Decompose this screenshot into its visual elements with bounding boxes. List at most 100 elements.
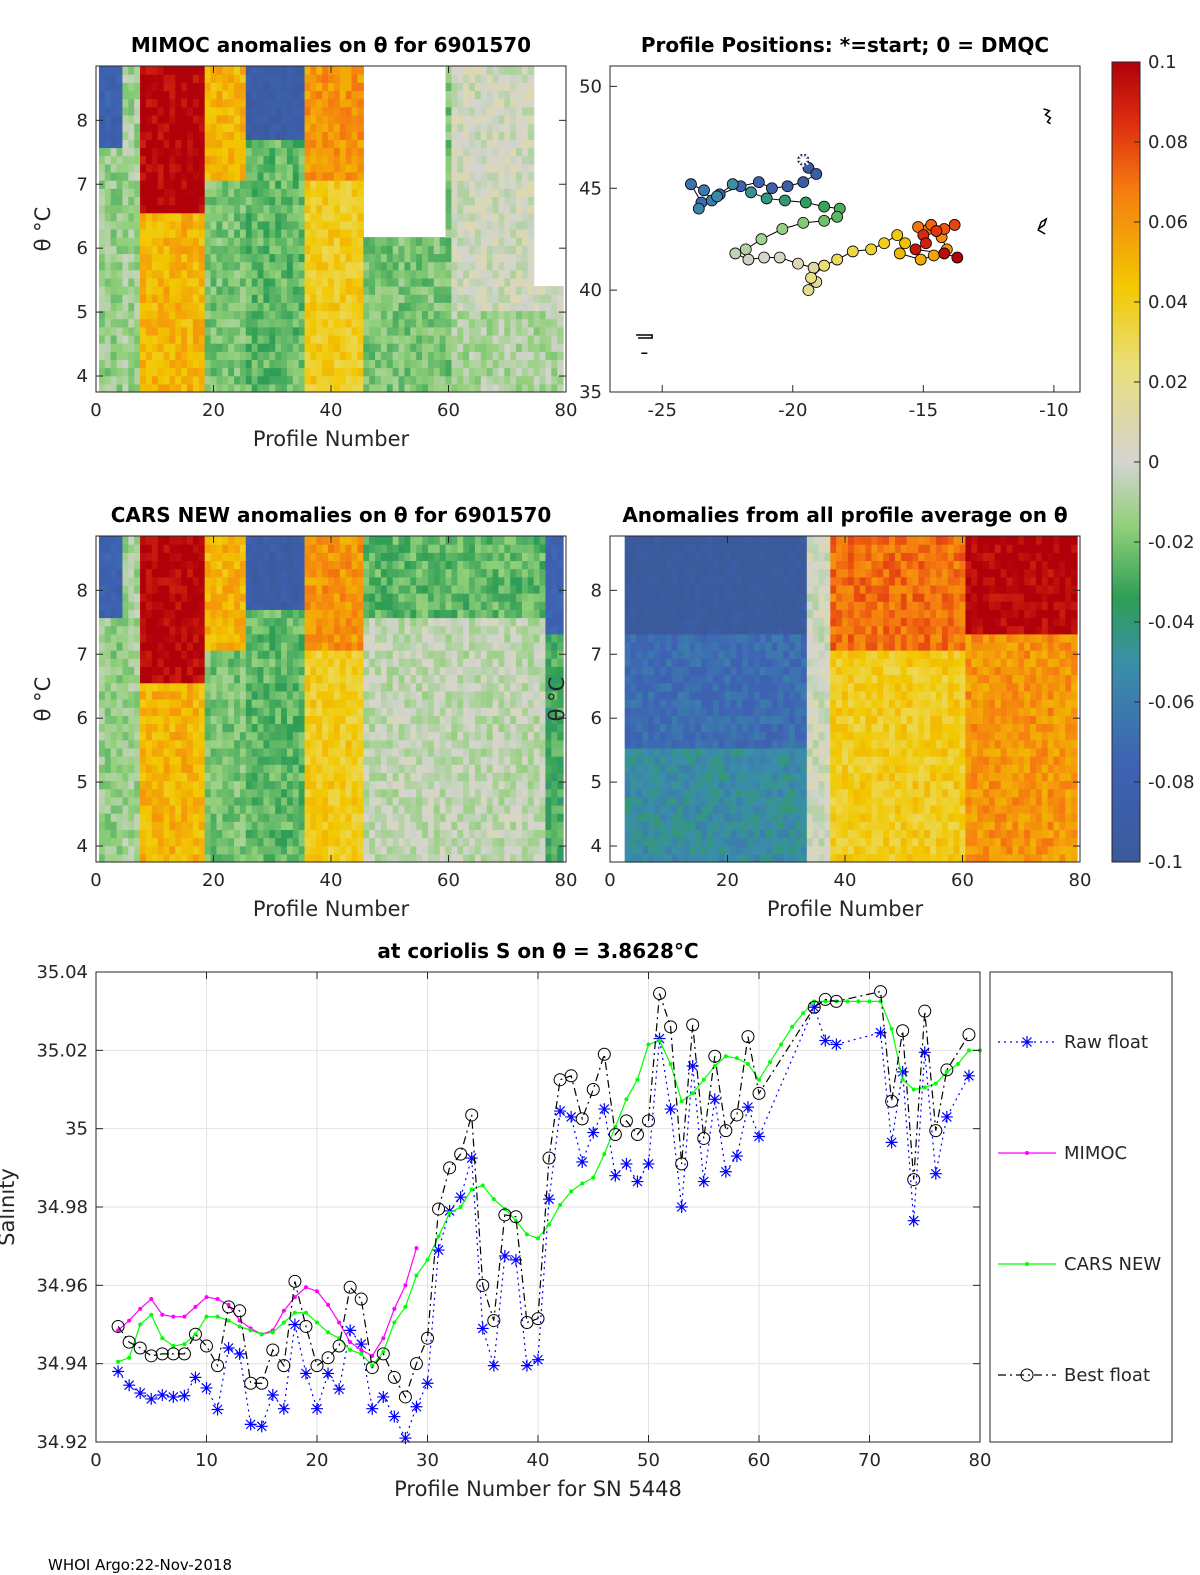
heat-cell xyxy=(375,375,382,385)
heat-cell xyxy=(263,106,270,116)
heat-cell xyxy=(310,682,317,692)
heat-cell xyxy=(187,286,194,295)
heat-cell xyxy=(122,804,129,814)
heat-cell xyxy=(474,375,482,385)
heat-cell xyxy=(157,837,165,847)
heat-cell xyxy=(386,739,394,749)
heat-cell xyxy=(439,383,447,393)
heat-cell xyxy=(192,74,200,83)
heat-cell xyxy=(298,286,306,295)
heat-cell xyxy=(145,674,153,684)
heat-cell xyxy=(222,593,229,602)
heat-cell xyxy=(375,625,382,635)
heat-cell xyxy=(492,98,500,108)
heat-cell xyxy=(369,739,376,749)
heat-cell xyxy=(345,560,353,570)
heat-cell xyxy=(504,245,511,255)
heat-cell xyxy=(281,845,288,855)
heat-cell xyxy=(357,131,364,140)
heat-cell xyxy=(187,576,194,586)
heat-cell xyxy=(416,253,423,263)
heat-cell xyxy=(410,343,417,352)
heat-cell xyxy=(357,584,364,594)
heat-cell xyxy=(257,584,265,594)
heat-cell xyxy=(328,633,335,643)
heat-cell xyxy=(328,229,335,238)
heat-cell xyxy=(263,204,270,214)
heat-cell xyxy=(110,375,118,385)
heat-cell xyxy=(128,584,135,594)
heat-cell xyxy=(516,155,523,165)
heat-cell xyxy=(216,351,223,360)
heat-cell xyxy=(122,163,129,173)
heat-cell xyxy=(128,576,135,586)
heat-cell xyxy=(245,772,253,782)
heat-cell xyxy=(486,188,494,197)
heat-cell xyxy=(521,188,529,197)
heat-cell xyxy=(169,310,176,320)
heat-cell xyxy=(380,650,388,659)
heat-cell xyxy=(328,163,335,173)
heat-cell xyxy=(398,277,406,287)
heat-cell xyxy=(251,617,259,627)
heat-cell xyxy=(198,326,206,336)
heat-cell xyxy=(539,351,547,360)
heat-cell xyxy=(433,245,441,255)
heat-cell xyxy=(110,318,118,328)
heat-cell xyxy=(257,853,265,863)
heat-cell xyxy=(351,764,359,773)
heat-cell xyxy=(216,155,223,165)
heat-cell xyxy=(486,171,494,181)
heat-cell xyxy=(281,326,288,336)
heat-cell xyxy=(234,302,241,312)
heat-cell xyxy=(257,147,265,157)
heat-cell xyxy=(375,853,382,863)
heat-cell xyxy=(445,302,453,312)
heat-cell xyxy=(228,674,235,684)
heat-cell xyxy=(257,237,265,246)
heat-cell xyxy=(351,552,359,562)
heat-cell xyxy=(257,204,265,214)
heat-cell xyxy=(175,536,182,545)
heat-cell xyxy=(375,568,382,578)
heat-cell xyxy=(451,253,458,263)
coastline xyxy=(636,334,653,355)
heat-cell xyxy=(192,261,200,271)
profile-position xyxy=(831,210,844,223)
heat-cell xyxy=(216,772,223,782)
heat-cell xyxy=(104,155,112,165)
heat-cell xyxy=(104,650,112,659)
heat-cell xyxy=(521,343,529,352)
heat-cell xyxy=(286,269,294,279)
heat-cell xyxy=(228,813,235,822)
heat-cell xyxy=(351,699,359,708)
heat-cell xyxy=(333,253,341,263)
heat-cell xyxy=(151,318,159,328)
heat-cell xyxy=(98,351,106,360)
heat-cell xyxy=(304,286,312,295)
heat-cell xyxy=(281,796,288,806)
heat-cell xyxy=(492,294,500,303)
heat-cell xyxy=(216,853,223,863)
heat-cell xyxy=(222,334,229,344)
x-tick-label: 40 xyxy=(320,400,343,421)
heat-cell xyxy=(486,180,494,189)
heat-cell xyxy=(281,163,288,173)
heat-cell xyxy=(533,351,541,360)
heat-cell xyxy=(263,821,270,830)
heat-cell xyxy=(281,106,288,116)
heat-cell xyxy=(239,625,247,635)
heat-cell xyxy=(486,66,494,75)
heat-cell xyxy=(451,229,458,238)
heat-cell xyxy=(210,147,218,157)
heat-cell xyxy=(310,788,317,798)
profile-position xyxy=(692,202,705,215)
heat-cell xyxy=(298,731,306,741)
heat-cell xyxy=(234,756,241,765)
heat-cell xyxy=(251,318,259,328)
heat-cell xyxy=(351,536,359,545)
heat-cell xyxy=(122,544,129,553)
heat-cell xyxy=(527,220,535,230)
heat-cell xyxy=(181,682,188,692)
heat-cell xyxy=(151,576,159,586)
